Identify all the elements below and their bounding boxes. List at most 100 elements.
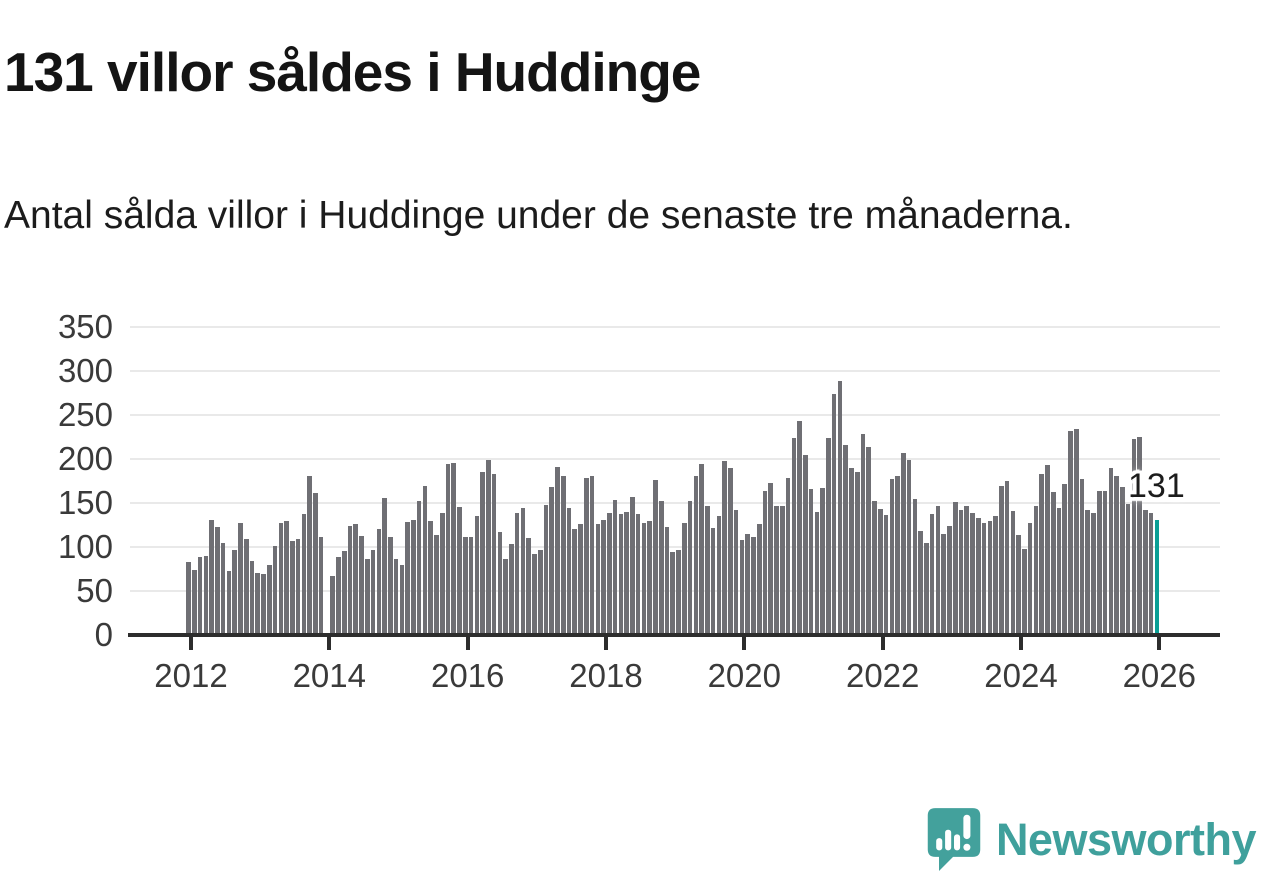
x-axis-tick bbox=[742, 637, 747, 650]
bar bbox=[803, 454, 808, 635]
bar bbox=[203, 555, 209, 635]
bar bbox=[716, 515, 722, 635]
bar bbox=[733, 510, 739, 635]
bar bbox=[635, 513, 641, 635]
bar bbox=[382, 497, 387, 635]
x-axis-tick bbox=[465, 637, 470, 650]
bar bbox=[313, 492, 318, 635]
bar bbox=[866, 446, 872, 635]
bar bbox=[1137, 437, 1142, 635]
bar bbox=[341, 550, 347, 635]
newsworthy-logo: Newsworthy bbox=[924, 805, 1257, 875]
bar bbox=[849, 468, 854, 635]
bar bbox=[330, 576, 335, 635]
bar bbox=[1022, 548, 1027, 635]
bar bbox=[1097, 490, 1102, 635]
bar bbox=[439, 512, 445, 635]
bar bbox=[1085, 510, 1091, 635]
bar bbox=[278, 522, 284, 635]
bar bbox=[762, 490, 768, 635]
bar bbox=[451, 462, 457, 635]
bar bbox=[1125, 504, 1131, 635]
bar bbox=[549, 487, 555, 635]
bar bbox=[353, 524, 359, 635]
bar bbox=[929, 513, 935, 635]
x-axis-tick-label: 2012 bbox=[154, 657, 228, 694]
bar bbox=[1050, 491, 1056, 635]
bar bbox=[1148, 512, 1154, 635]
bar bbox=[1114, 475, 1119, 635]
bar bbox=[728, 468, 733, 635]
bar bbox=[774, 505, 779, 635]
bar bbox=[1091, 512, 1096, 635]
x-axis-tick bbox=[604, 637, 608, 650]
bar bbox=[647, 520, 653, 635]
bar bbox=[658, 500, 664, 635]
bar bbox=[474, 515, 480, 635]
bar bbox=[641, 523, 647, 635]
gridline-350 bbox=[130, 326, 1220, 329]
bar bbox=[895, 475, 900, 635]
bar bbox=[618, 513, 624, 635]
x-axis-tick bbox=[880, 637, 885, 650]
bar bbox=[1102, 490, 1108, 635]
bar bbox=[192, 569, 197, 635]
gridline-200 bbox=[130, 458, 1220, 461]
bar bbox=[854, 472, 860, 635]
x-axis-tick bbox=[327, 637, 332, 650]
bar bbox=[537, 549, 543, 635]
bar bbox=[336, 556, 341, 635]
bar bbox=[739, 540, 745, 635]
bar bbox=[370, 549, 376, 635]
bar bbox=[889, 479, 895, 635]
x-axis-tick-label: 2024 bbox=[984, 657, 1058, 694]
bar bbox=[1120, 487, 1125, 635]
bar bbox=[497, 532, 503, 635]
bar bbox=[249, 561, 255, 635]
bar bbox=[710, 527, 716, 635]
bar bbox=[486, 460, 491, 635]
bar bbox=[670, 551, 676, 635]
bar bbox=[1045, 464, 1050, 635]
bar bbox=[295, 539, 301, 635]
gridline-100 bbox=[130, 546, 1220, 549]
bar bbox=[376, 528, 382, 635]
bar bbox=[768, 483, 774, 635]
x-axis-tick bbox=[1157, 637, 1162, 650]
bar bbox=[238, 522, 243, 635]
bar bbox=[1033, 505, 1039, 635]
bar bbox=[837, 381, 843, 635]
bar bbox=[399, 564, 405, 635]
x-axis-tick bbox=[1019, 637, 1023, 650]
bar bbox=[756, 524, 762, 635]
bar bbox=[1016, 534, 1021, 635]
bar bbox=[255, 572, 261, 635]
bar bbox=[261, 574, 266, 635]
bar bbox=[999, 485, 1004, 635]
x-axis-tick-label: 2014 bbox=[292, 657, 366, 694]
bar bbox=[814, 512, 820, 635]
x-axis-tick-label: 2018 bbox=[569, 657, 643, 694]
bar bbox=[935, 505, 941, 635]
bar bbox=[428, 520, 433, 635]
bar bbox=[682, 522, 687, 635]
bar bbox=[284, 520, 289, 635]
bar bbox=[687, 500, 693, 635]
bar bbox=[393, 559, 399, 635]
bar bbox=[797, 420, 802, 635]
y-axis-tick-label: 100 bbox=[57, 528, 113, 566]
y-axis-tick-label: 0 bbox=[94, 616, 113, 653]
gridline-150 bbox=[130, 502, 1220, 505]
bar bbox=[653, 480, 658, 635]
bar bbox=[947, 526, 952, 635]
bar bbox=[405, 521, 410, 635]
bar bbox=[722, 461, 727, 635]
bar bbox=[1062, 483, 1068, 635]
bar bbox=[791, 438, 797, 635]
gridline-250 bbox=[130, 414, 1220, 417]
y-axis-tick-label: 350 bbox=[57, 308, 113, 346]
bar bbox=[411, 519, 416, 635]
bar bbox=[503, 559, 508, 635]
bar bbox=[981, 523, 987, 635]
bar bbox=[975, 518, 981, 635]
